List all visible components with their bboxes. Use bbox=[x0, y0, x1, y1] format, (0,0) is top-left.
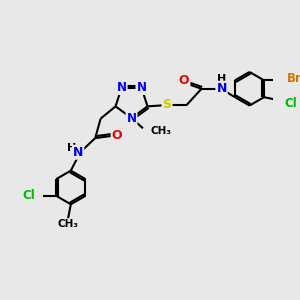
Text: S: S bbox=[163, 98, 172, 111]
Text: Br: Br bbox=[286, 72, 300, 85]
Text: H: H bbox=[67, 143, 76, 153]
Text: N: N bbox=[127, 112, 136, 124]
Text: O: O bbox=[179, 74, 190, 87]
Text: Cl: Cl bbox=[22, 189, 35, 202]
Text: CH₃: CH₃ bbox=[151, 126, 172, 136]
Text: O: O bbox=[112, 129, 122, 142]
Text: H: H bbox=[217, 74, 226, 84]
Text: Cl: Cl bbox=[285, 97, 297, 110]
Text: CH₃: CH₃ bbox=[58, 219, 79, 229]
Text: N: N bbox=[73, 146, 83, 159]
Text: N: N bbox=[216, 82, 227, 95]
Text: N: N bbox=[117, 81, 127, 94]
Text: N: N bbox=[136, 81, 146, 94]
